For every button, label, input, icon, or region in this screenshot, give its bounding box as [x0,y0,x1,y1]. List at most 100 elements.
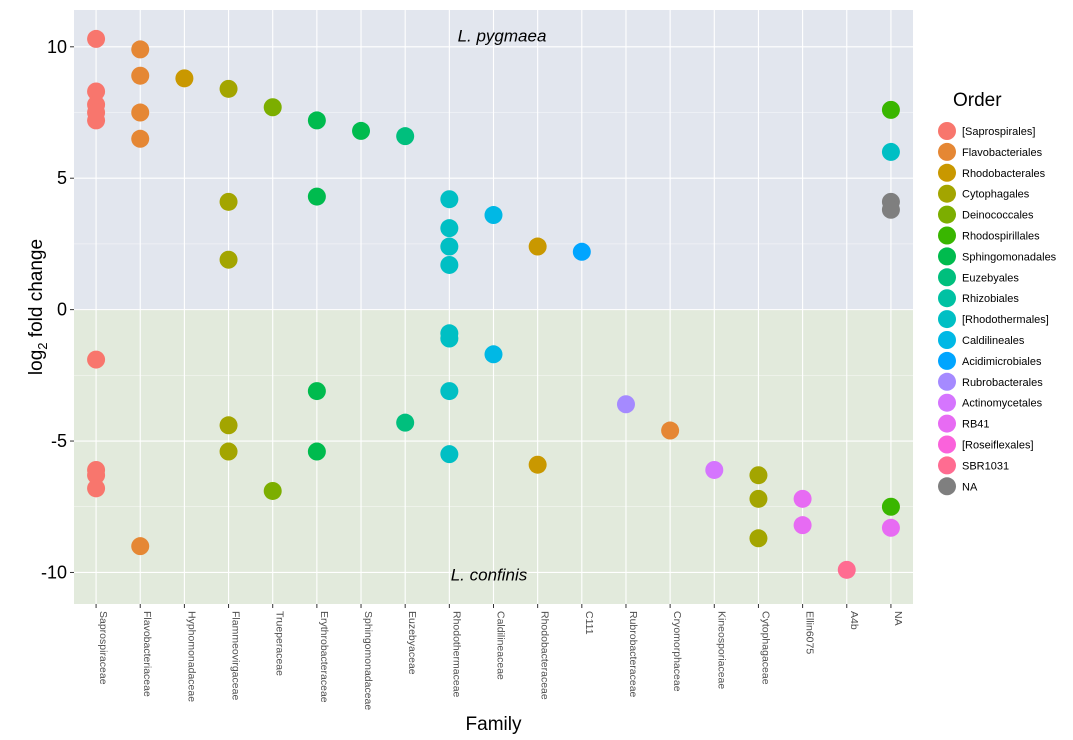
data-point [219,250,238,269]
data-points [87,29,900,579]
legend-label: Caldilineales [962,335,1025,347]
x-tick-label: Flammeovirgaceae [230,611,242,700]
legend-label: Sphingomonadales [962,251,1057,263]
data-point [705,460,724,479]
legend-label: Deinococcales [962,210,1034,222]
x-tick-label: Flavobacteriaceae [141,611,153,697]
data-point [440,382,459,401]
x-tick-label: Rhodobacteraceae [539,611,551,700]
x-tick-label: Ellin6075 [804,611,816,654]
data-point [528,237,547,256]
data-point [881,142,900,161]
legend-key [938,268,956,287]
data-point [352,121,371,140]
data-point [219,442,238,461]
data-point [749,489,768,508]
data-point [307,382,326,401]
data-point [484,206,503,225]
data-point [440,237,459,256]
panel-label-top: L. pygmaea [458,27,547,46]
data-point [881,518,900,537]
legend-label: Acidimicrobiales [962,356,1042,368]
data-point [307,442,326,461]
x-tick-label: Rubrobacteraceae [627,611,639,698]
x-axis: Saprospiraceae Flavobacteriaceae Hyphomona… [95,604,904,710]
data-point [131,129,150,148]
legend-key [938,414,956,433]
legend-label: Rhodospirillales [962,231,1040,243]
x-tick-label: Sphingomonadaceae [362,611,374,710]
legend-key [938,331,956,349]
data-point [572,242,591,261]
panel-label-bottom: L. confinis [451,565,528,584]
legend-title: Order [953,90,1002,111]
data-point [440,219,459,238]
data-point [263,98,282,117]
legend-label: [Roseiflexales] [962,440,1034,452]
legend-label: Rubrobacterales [962,377,1043,389]
legend-label: [Saprospirales] [962,126,1035,138]
legend-key [938,205,956,224]
x-tick-label: Saprospiraceae [97,611,109,685]
data-point [219,416,238,435]
data-point [87,29,106,48]
legend-label: NA [962,481,978,493]
legend-label: Flavobacteriales [962,147,1043,159]
data-point [87,111,106,130]
gridlines [74,10,913,604]
data-point [131,537,150,556]
legend-label: Rhizobiales [962,293,1019,305]
legend-label: Rhodobacterales [962,168,1046,180]
y-tick-label: 5 [57,168,67,188]
legend-key [938,247,956,266]
legend-key [938,435,956,454]
x-tick-label: Hyphomonadaceae [185,611,197,702]
data-point [396,413,415,432]
data-point [793,489,812,508]
data-point [307,111,326,130]
legend-key [938,477,956,496]
data-point [881,200,900,219]
data-point [219,79,238,98]
data-point [175,69,194,88]
data-point [749,466,768,485]
data-point [837,560,856,579]
legend-label: Cytophagales [962,189,1030,201]
data-point [881,100,900,119]
data-point [87,466,106,485]
legend-key [938,142,956,161]
data-point [396,127,415,146]
legend: Order [Saprospirales] Flavobacteriales Rho… [938,90,1057,496]
y-tick-label: -5 [51,431,67,451]
legend-key [938,184,956,203]
legend-key [938,289,956,308]
y-axis: 10 5 0 -5 -10 [41,37,74,582]
data-point [616,395,635,414]
data-point [440,255,459,274]
x-tick-label: Erythrobacteraceae [318,611,330,703]
data-point [131,66,150,85]
data-point [440,190,459,209]
legend-label: Euzebyales [962,272,1019,284]
data-point [881,497,900,516]
legend-label: SBR1031 [962,460,1009,472]
data-point [87,479,106,498]
legend-key [938,310,956,329]
data-point [793,516,812,535]
legend-label: Actinomycetales [962,398,1043,410]
x-tick-label: Rhodothermaceae [450,611,462,698]
data-point [661,421,680,440]
x-tick-label: NA [892,611,904,626]
x-tick-label: Caldilineaceae [495,611,507,680]
legend-key [938,163,956,182]
x-tick-label: Trueperaceae [274,611,286,676]
y-tick-label: -10 [41,562,67,582]
data-point [131,103,150,122]
x-tick-label: Cryomorphaceae [671,611,683,692]
x-tick-label: Cytophagaceae [759,611,771,685]
data-point [528,455,547,474]
data-point [219,192,238,211]
x-tick-label: C111 [583,611,595,635]
legend-key [938,456,956,475]
